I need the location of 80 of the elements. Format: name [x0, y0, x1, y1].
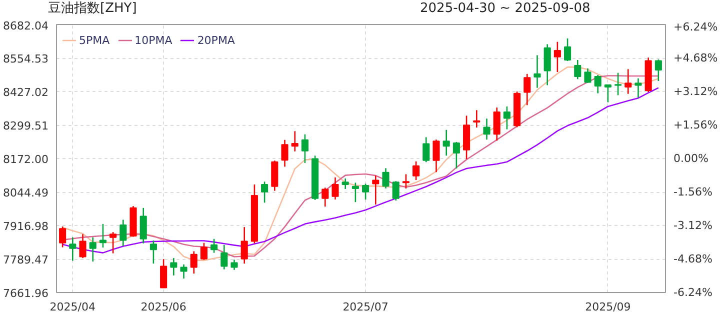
candlestick [180, 264, 188, 280]
y-tick-label: 7661.96 [3, 287, 49, 300]
y2-tick-label: -4.68% [674, 252, 712, 266]
candlestick [614, 72, 622, 96]
candlestick [372, 174, 380, 206]
y2-tick-label: -6.24% [674, 286, 712, 299]
candlestick [493, 106, 500, 142]
candlestick [301, 134, 308, 164]
legend-label: 5PMA [79, 34, 110, 46]
candlestick [190, 250, 198, 274]
candlestick [584, 68, 592, 84]
legend-label: 20PMA [197, 34, 235, 46]
candlestick [624, 68, 632, 95]
candlestick [452, 141, 460, 170]
candlestick [564, 38, 572, 62]
candlestick [110, 231, 117, 254]
candlestick [291, 130, 298, 152]
candlestick [422, 136, 430, 163]
y2-tick-label: -1.56% [674, 186, 712, 198]
x-tick-label: 2025/04 [50, 300, 96, 314]
candlestick [79, 234, 86, 259]
candlestick [281, 139, 288, 168]
candlestick [392, 180, 400, 202]
candlestick [544, 44, 551, 86]
candlestick [59, 226, 66, 248]
candlestick [503, 106, 510, 130]
candlestick [69, 236, 76, 262]
y-tick-label: 8554.53 [3, 52, 49, 66]
chart-title: 豆油指数[ZHY] [48, 0, 137, 18]
candlestick [654, 58, 662, 82]
candlestick [322, 187, 329, 208]
legend-label: 10PMA [134, 34, 172, 46]
y-tick-label: 7916.98 [3, 220, 49, 233]
candlestick [261, 180, 268, 204]
y2-tick-label: +1.56% [674, 118, 718, 132]
candlestick [200, 242, 208, 261]
candlestick [210, 238, 218, 254]
candlestick [534, 54, 541, 88]
candlestick [220, 244, 228, 270]
candlestick [483, 118, 490, 140]
y2-tick-label: 0.00% [674, 152, 708, 165]
candlestick [604, 84, 612, 103]
candlestick [412, 160, 420, 181]
candlestick [160, 258, 168, 288]
candlestick [524, 73, 531, 106]
y2-tick-label: +3.12% [674, 85, 718, 98]
y-tick-label: 8299.51 [3, 120, 49, 132]
candlestick [362, 183, 370, 200]
candlestick [574, 59, 582, 80]
chart-subtitle: 2025-04-30 ~ 2025-09-08 [420, 0, 590, 18]
candlestick [89, 236, 96, 262]
candlestick [402, 174, 410, 190]
x-tick-label: 2025/07 [342, 300, 388, 314]
candlestick [99, 223, 106, 248]
candlestick [342, 178, 349, 190]
candlestick [442, 129, 450, 156]
y-tick-label: 8427.02 [3, 86, 49, 99]
y-tick-label: 8682.04 [3, 20, 49, 32]
candlestick [594, 74, 602, 94]
candlestick [140, 207, 147, 244]
candlestick [150, 240, 157, 264]
candlestick [473, 110, 480, 128]
x-tick-label: 2025/09 [585, 300, 631, 314]
candlestick [240, 226, 248, 264]
y2-tick-label: +6.24% [674, 20, 718, 34]
y-tick-label: 8044.49 [3, 186, 49, 200]
candlestick [332, 176, 339, 200]
candlestick [170, 257, 178, 276]
x-tick-label: 2025/06 [140, 300, 186, 314]
candlestick [230, 259, 238, 271]
y2-tick-label: -3.12% [674, 219, 712, 232]
y-tick-label: 8172.00 [3, 153, 49, 166]
candlestick [634, 78, 642, 98]
candlestick [120, 219, 127, 247]
y2-tick-label: +4.68% [674, 52, 718, 64]
candlestick [352, 182, 359, 203]
candlestick [554, 41, 561, 73]
candlestick [432, 138, 440, 173]
y-tick-label: 7789.47 [3, 254, 49, 266]
candlestick [382, 168, 390, 190]
